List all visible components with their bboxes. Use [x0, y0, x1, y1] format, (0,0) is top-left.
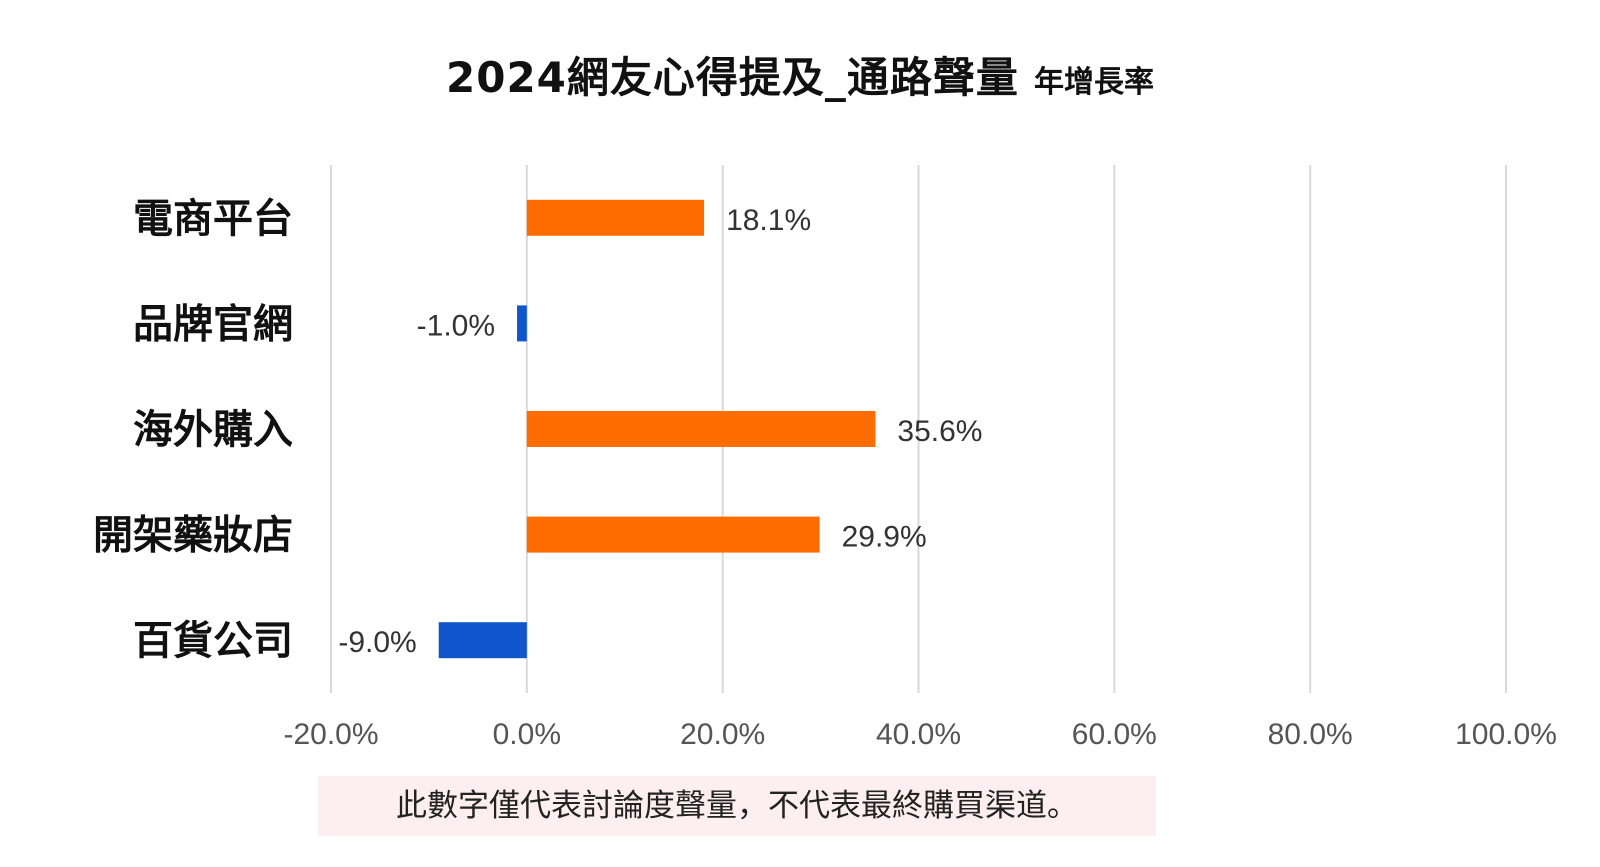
data-label: 29.9% — [842, 521, 927, 554]
category-label: 品牌官網 — [133, 301, 293, 347]
bar — [526, 516, 820, 553]
category-label: 百貨公司 — [133, 618, 293, 664]
category-label: 開架藥妝店 — [93, 513, 293, 559]
x-tick-label: 100.0% — [1455, 718, 1557, 751]
x-tick-label: 0.0% — [493, 718, 561, 751]
bar — [517, 305, 527, 342]
data-label: -1.0% — [417, 309, 495, 342]
x-tick-label: 80.0% — [1268, 718, 1353, 751]
x-tick-label: 40.0% — [876, 718, 961, 751]
x-tick-label: 60.0% — [1072, 718, 1157, 751]
data-label: 35.6% — [897, 415, 982, 448]
chart-subtitle: 年增長率 — [1034, 65, 1154, 100]
bar — [526, 411, 876, 447]
bar — [438, 622, 527, 659]
category-label: 海外購入 — [133, 407, 293, 453]
data-label: -9.0% — [338, 626, 416, 659]
bar — [526, 199, 705, 236]
data-label: 18.1% — [726, 204, 811, 237]
x-tick-label: 20.0% — [680, 718, 765, 751]
category-label: 電商平台 — [133, 196, 293, 242]
disclaimer-note: 此數字僅代表討論度聲量，不代表最終購買渠道。 — [318, 776, 1156, 836]
chart-title: 2024網友心得提及_通路聲量 — [446, 53, 1019, 102]
chart-title-block: 2024網友心得提及_通路聲量 年增長率 — [0, 44, 1600, 105]
x-tick-label: -20.0% — [283, 718, 378, 751]
